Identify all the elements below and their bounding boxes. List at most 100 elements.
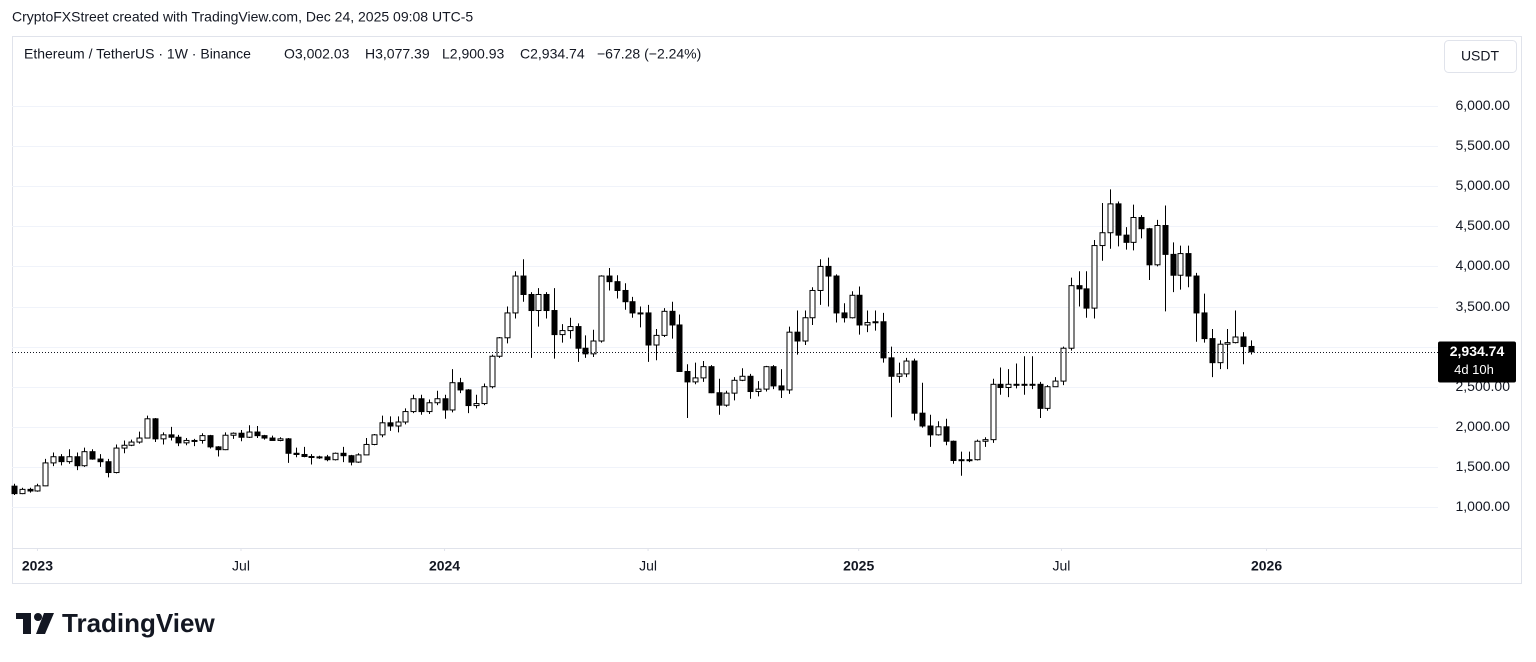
x-tick-label: 2025 bbox=[843, 558, 874, 574]
x-tick-label: 2023 bbox=[22, 558, 53, 574]
candle-body bbox=[582, 347, 589, 355]
candle-body bbox=[465, 389, 472, 407]
candle-body bbox=[89, 451, 96, 460]
candle-body bbox=[1146, 228, 1153, 266]
candle-body bbox=[379, 422, 386, 436]
candle-body bbox=[645, 312, 652, 346]
candle-body bbox=[684, 370, 691, 383]
candle-body bbox=[144, 418, 151, 439]
candle-body bbox=[778, 385, 785, 391]
y-tick-label: 3,500.00 bbox=[1456, 298, 1511, 314]
candle-body bbox=[535, 293, 542, 312]
candle-body bbox=[1248, 345, 1255, 353]
candle-body bbox=[121, 444, 128, 449]
candle-body bbox=[739, 375, 746, 381]
y-tick-label: 4,000.00 bbox=[1456, 257, 1511, 273]
candle-body bbox=[11, 485, 18, 495]
candle-body bbox=[175, 436, 182, 444]
candle-body bbox=[888, 357, 895, 377]
candle-body bbox=[261, 435, 268, 439]
candle-body bbox=[911, 360, 918, 414]
candle-body bbox=[614, 281, 621, 291]
candle-body bbox=[1177, 253, 1184, 276]
candle-body bbox=[1037, 383, 1044, 409]
candle-body bbox=[849, 294, 856, 319]
candle-body bbox=[496, 337, 503, 357]
brand-logo bbox=[16, 613, 54, 634]
y-tick-label: 1,000.00 bbox=[1456, 498, 1511, 514]
candle-body bbox=[551, 310, 558, 336]
candle-body bbox=[1076, 285, 1083, 290]
candle-body bbox=[512, 275, 519, 314]
currency-button[interactable] bbox=[1444, 40, 1517, 73]
candle-body bbox=[183, 439, 190, 444]
candle-body bbox=[543, 293, 550, 312]
candle-body bbox=[731, 379, 738, 394]
legend-close: C2,934.74 bbox=[520, 46, 585, 62]
bar-countdown: 4d 10h bbox=[1454, 362, 1494, 377]
candles bbox=[11, 189, 1438, 495]
candle-body bbox=[1107, 203, 1114, 234]
candle-body bbox=[160, 434, 167, 440]
candle-body bbox=[136, 437, 143, 443]
candle-body bbox=[50, 456, 57, 464]
candle-body bbox=[606, 275, 613, 283]
candle-body bbox=[1013, 383, 1020, 386]
candle-body bbox=[81, 451, 88, 467]
candle-body bbox=[238, 432, 245, 438]
candle-body bbox=[191, 439, 198, 442]
candle-body bbox=[990, 383, 997, 441]
candle-body bbox=[348, 455, 355, 463]
candle-body bbox=[457, 382, 464, 391]
candle-body bbox=[105, 461, 112, 474]
candle-body bbox=[1193, 275, 1200, 314]
candle-body bbox=[997, 383, 1004, 389]
candle-body bbox=[269, 437, 276, 441]
candle-body bbox=[293, 452, 300, 455]
candle-body bbox=[958, 459, 965, 462]
candle-body bbox=[1091, 245, 1098, 309]
candle-body bbox=[590, 340, 597, 355]
candle-body bbox=[817, 265, 824, 291]
candle-body bbox=[856, 294, 863, 326]
candle-body bbox=[442, 398, 449, 411]
candle-body bbox=[285, 438, 292, 454]
candle-body bbox=[504, 312, 511, 339]
candle-body bbox=[324, 456, 331, 461]
candle-body bbox=[927, 425, 934, 436]
candle-body bbox=[1217, 343, 1224, 364]
candle-body bbox=[1115, 203, 1122, 236]
y-tick-label: 6,000.00 bbox=[1456, 97, 1511, 113]
y-tick-label: 2,000.00 bbox=[1456, 418, 1511, 434]
candle-body bbox=[575, 326, 582, 349]
candle-body bbox=[629, 301, 636, 314]
currency-label[interactable]: USDT bbox=[1461, 48, 1500, 64]
legend-symbol: Ethereum / TetherUS · 1W · Binance bbox=[24, 46, 251, 62]
candle-body bbox=[1123, 234, 1130, 243]
candle-body bbox=[896, 373, 903, 377]
candle-body bbox=[332, 452, 339, 461]
candle-body bbox=[755, 388, 762, 393]
candle-body bbox=[833, 275, 840, 314]
candle-body bbox=[598, 275, 605, 342]
candle-body bbox=[622, 289, 629, 303]
candle-body bbox=[1209, 338, 1216, 364]
candle-body bbox=[473, 403, 480, 407]
chart-frame bbox=[12, 36, 1522, 584]
candle-body bbox=[222, 434, 229, 451]
candle-body bbox=[763, 366, 770, 390]
candle-body bbox=[34, 485, 41, 492]
candle-body bbox=[653, 334, 660, 346]
candle-body bbox=[434, 398, 441, 404]
candle-body bbox=[520, 275, 527, 295]
candle-body bbox=[1154, 225, 1161, 266]
candle-body bbox=[716, 392, 723, 406]
x-tick-label: Jul bbox=[1052, 558, 1070, 574]
y-tick-label: 1,500.00 bbox=[1456, 458, 1511, 474]
last-price-label: 2,934.74 bbox=[1450, 343, 1505, 359]
candle-body bbox=[637, 312, 644, 315]
candle-body bbox=[1185, 253, 1192, 277]
candle-body bbox=[880, 321, 887, 359]
